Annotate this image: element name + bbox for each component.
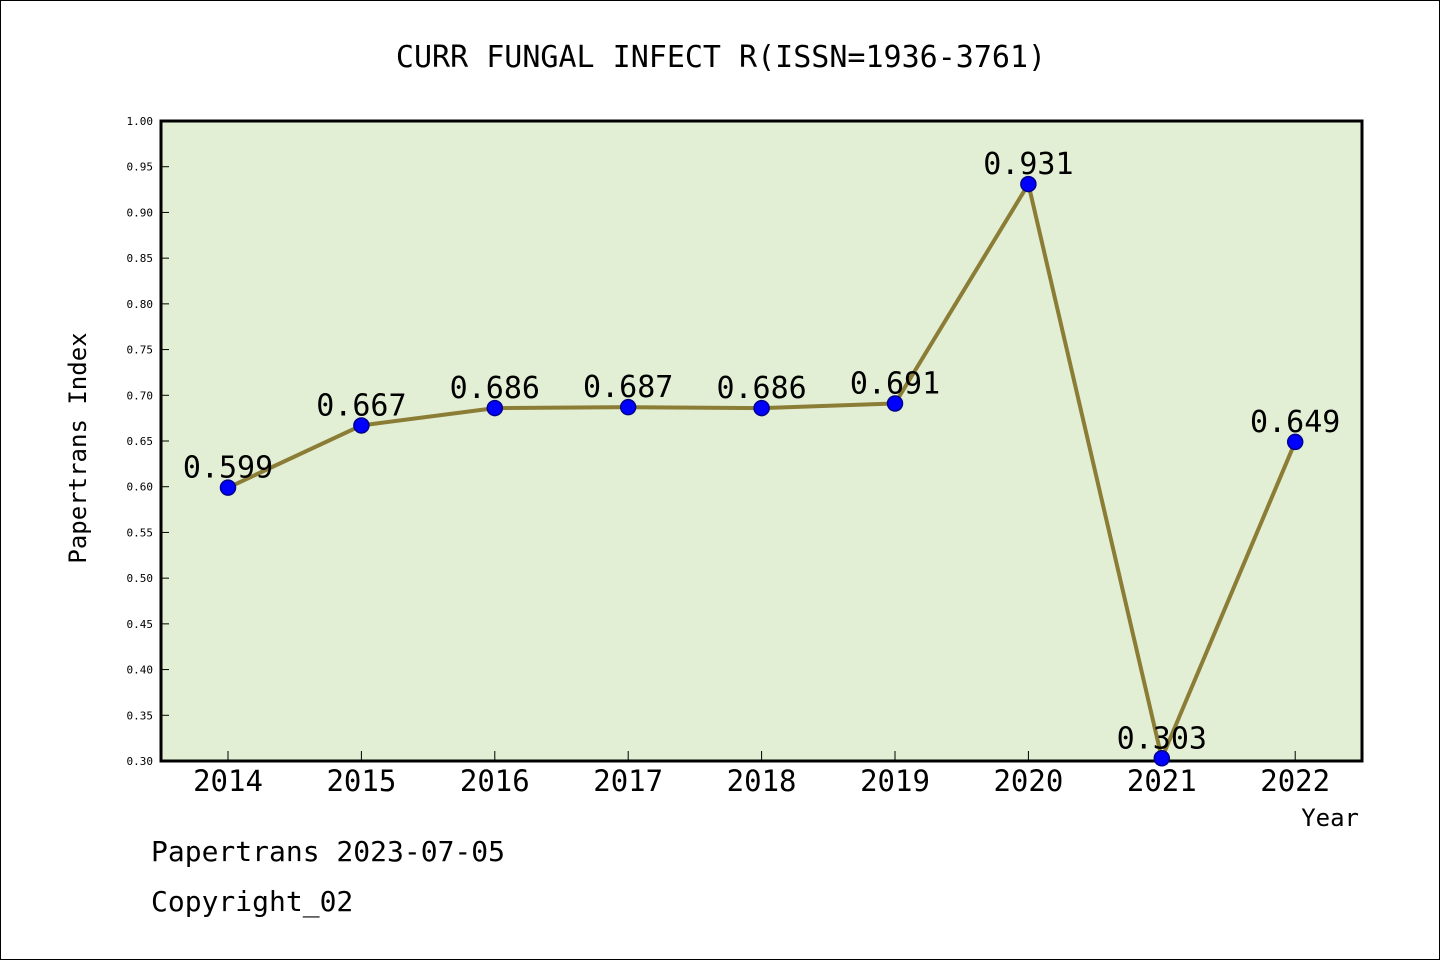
y-tick-label: 0.60 [127, 481, 154, 494]
x-tick-label: 2020 [993, 764, 1063, 798]
y-tick-label: 0.40 [127, 664, 154, 677]
y-tick-label: 0.95 [127, 161, 154, 174]
data-label: 0.687 [583, 370, 673, 405]
plot-area [159, 119, 1364, 763]
data-label: 0.303 [1117, 721, 1207, 756]
data-point-marker [353, 417, 370, 434]
chart-title: CURR FUNGAL INFECT R(ISSN=1936-3761) [396, 40, 1046, 75]
x-tick-label: 2014 [193, 764, 263, 798]
y-tick-label: 0.90 [127, 206, 154, 219]
data-point-marker [486, 399, 504, 417]
y-tick-label: 0.35 [127, 709, 154, 722]
data-point-marker [1153, 750, 1171, 767]
x-tick-label: 2017 [593, 764, 663, 798]
y-tick-label: 0.55 [127, 526, 154, 539]
y-tick-label: 0.85 [127, 252, 154, 265]
y-tick-label: 0.75 [127, 344, 154, 357]
data-point-marker [219, 479, 237, 496]
data-point-marker [886, 395, 904, 412]
y-tick-label: 0.30 [127, 755, 154, 768]
data-point-marker [619, 398, 637, 416]
y-tick-label: 1.00 [127, 115, 154, 128]
x-tick-label: 2019 [860, 764, 930, 798]
data-label: 0.686 [716, 371, 806, 406]
x-axis: 2014 2015 2016 2017 2018 2019 2020 2021 2022 [193, 751, 1330, 798]
y-tick-label: 0.45 [127, 618, 154, 631]
data-point-marker [753, 399, 770, 417]
x-tick-label: 2021 [1127, 764, 1197, 798]
x-tick-label: 2016 [460, 764, 530, 798]
y-axis: 0.30 0.35 0.40 0.45 0.50 0.55 0.60 0.65 0.70 0.75… [127, 115, 169, 768]
data-label: 0.649 [1250, 405, 1340, 440]
data-label: 0.599 [183, 451, 273, 486]
y-tick-label: 0.50 [127, 572, 154, 585]
data-label: 0.686 [450, 371, 540, 406]
data-label: 0.931 [983, 147, 1073, 182]
data-point-marker [1286, 433, 1304, 451]
footer-copyright: Copyright_02 [151, 885, 354, 918]
x-tick-label: 2022 [1260, 764, 1330, 798]
x-tick-label: 2018 [727, 764, 797, 798]
y-tick-label: 0.80 [127, 298, 154, 311]
y-tick-label: 0.65 [127, 435, 154, 448]
y-axis-label: Papertrans Index [64, 332, 92, 563]
y-tick-label: 0.70 [127, 389, 154, 402]
data-point-marker [1020, 175, 1037, 193]
x-tick-label: 2015 [326, 764, 396, 798]
footer-date: Papertrans 2023-07-05 [151, 835, 506, 868]
series-line-group: 0.599 0.667 0.686 0.687 0.686 0.691 0.931 0.303… [183, 147, 1340, 767]
data-label: 0.667 [316, 388, 406, 423]
data-label: 0.691 [850, 367, 940, 402]
x-axis-label: Year [1301, 804, 1359, 832]
